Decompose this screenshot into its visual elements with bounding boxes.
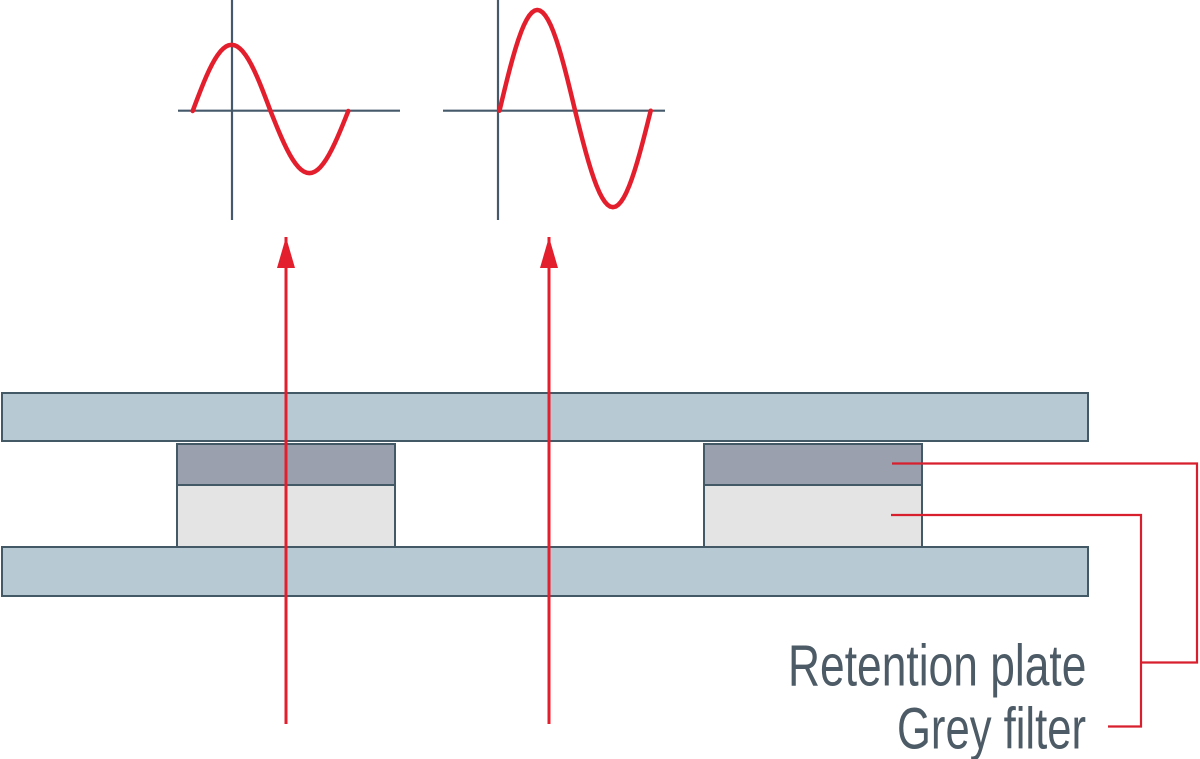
svg-text:Retention plate: Retention plate xyxy=(788,634,1086,699)
svg-text:Grey filter: Grey filter xyxy=(897,697,1086,759)
